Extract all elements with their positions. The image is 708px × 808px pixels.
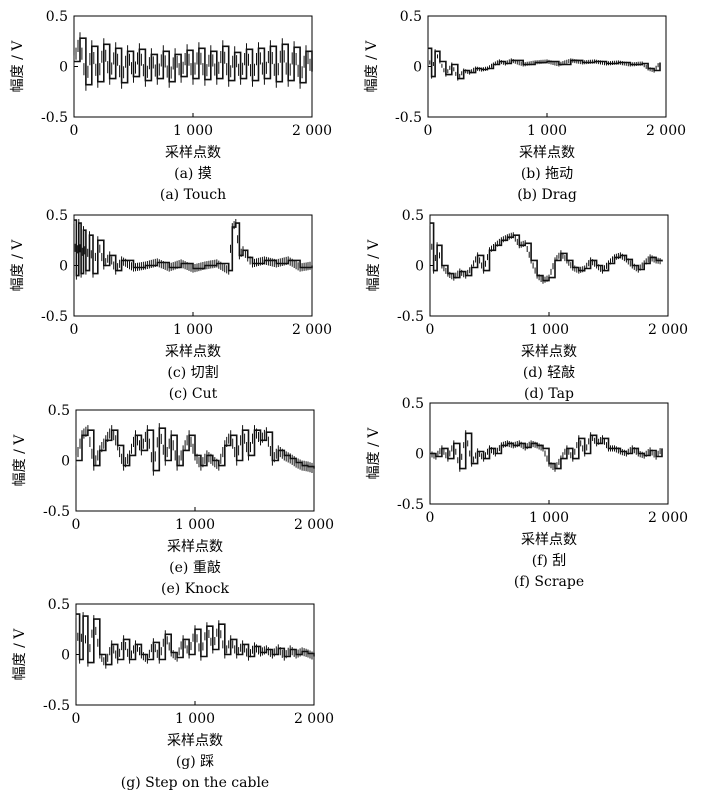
x-axis-label: 采样点数 (519, 145, 575, 161)
y-tick-label: 0.5 (402, 208, 424, 224)
x-tick-label: 0 (72, 711, 81, 727)
x-tick-label: 2 000 (292, 322, 332, 338)
y-axis-label: 幅度 / V (10, 239, 26, 292)
signal-band (429, 430, 661, 472)
x-tick-label: 1 000 (175, 711, 215, 727)
signal-trace (76, 613, 315, 666)
x-tick-label: 2 000 (292, 123, 332, 139)
x-tick-label: 2 000 (648, 510, 688, 526)
y-axis-label: 幅度 / V (10, 40, 26, 93)
y-tick-label: 0 (61, 454, 70, 470)
x-axis-label: 采样点数 (165, 145, 221, 161)
signal-band (427, 46, 659, 81)
caption-cn: (c) 切割 (167, 364, 218, 381)
signal-band (429, 220, 661, 284)
y-tick-label: -0.5 (395, 110, 422, 126)
x-axis-label: 采样点数 (521, 344, 577, 360)
y-tick-label: 0 (413, 60, 422, 76)
x-axis-label: 采样点数 (165, 344, 221, 360)
x-tick-label: 0 (70, 123, 79, 139)
y-tick-label: 0.5 (48, 597, 70, 613)
y-axis-label: 幅度 / V (12, 434, 28, 487)
y-tick-label: 0 (59, 60, 68, 76)
x-tick-label: 0 (72, 517, 81, 533)
y-tick-label: -0.5 (397, 309, 424, 325)
y-tick-label: 0 (415, 447, 424, 463)
signal-band (73, 32, 311, 91)
y-tick-label: -0.5 (43, 698, 70, 714)
x-tick-label: 2 000 (648, 322, 688, 338)
x-tick-label: 2 000 (294, 711, 334, 727)
x-tick-label: 0 (424, 123, 433, 139)
x-tick-label: 2 000 (294, 517, 334, 533)
y-tick-label: 0 (415, 259, 424, 275)
caption-cn: (g) 踩 (176, 754, 214, 770)
y-tick-label: -0.5 (41, 110, 68, 126)
y-tick-label: -0.5 (43, 504, 70, 520)
signal-band (73, 216, 311, 280)
y-tick-label: 0.5 (46, 9, 68, 25)
x-tick-label: 1 000 (527, 123, 567, 139)
signal-trace (430, 432, 663, 470)
y-axis-label: 幅度 / V (364, 40, 380, 93)
x-tick-label: 2 000 (646, 123, 686, 139)
y-tick-label: -0.5 (397, 497, 424, 513)
caption-en: (e) Knock (161, 581, 229, 597)
y-tick-label: 0 (59, 259, 68, 275)
y-tick-label: 0.5 (400, 9, 422, 25)
x-tick-label: 1 000 (529, 510, 569, 526)
y-tick-label: 0.5 (46, 208, 68, 224)
x-tick-label: 0 (70, 322, 79, 338)
signal-trace (428, 47, 661, 80)
x-tick-label: 1 000 (529, 322, 569, 338)
caption-cn: (b) 拖动 (521, 166, 573, 182)
signal-trace (430, 222, 663, 282)
caption-en: (g) Step on the cable (121, 775, 269, 791)
caption-en: (b) Drag (517, 187, 577, 203)
x-tick-label: 0 (426, 510, 435, 526)
signal-band (75, 610, 313, 669)
y-tick-label: 0.5 (48, 403, 70, 419)
y-tick-label: 0 (61, 648, 70, 664)
caption-en: (a) Touch (160, 187, 226, 203)
x-tick-label: 0 (426, 322, 435, 338)
y-tick-label: 0.5 (402, 396, 424, 412)
caption-en: (f) Scrape (514, 574, 584, 590)
y-axis-label: 幅度 / V (12, 628, 28, 681)
caption-cn: (a) 摸 (174, 166, 212, 182)
signal-band (75, 423, 313, 476)
caption-cn: (d) 轻敲 (523, 364, 575, 381)
x-axis-label: 采样点数 (521, 532, 577, 548)
caption-cn: (e) 重敲 (169, 559, 221, 576)
x-tick-label: 1 000 (175, 517, 215, 533)
x-tick-label: 1 000 (173, 123, 213, 139)
y-axis-label: 幅度 / V (366, 239, 382, 292)
y-axis-label: 幅度 / V (366, 427, 382, 480)
x-tick-label: 1 000 (173, 322, 213, 338)
caption-cn: (f) 刮 (532, 553, 567, 569)
y-tick-label: -0.5 (41, 309, 68, 325)
caption-en: (c) Cut (169, 386, 218, 402)
x-axis-label: 采样点数 (167, 733, 223, 749)
x-axis-label: 采样点数 (167, 539, 223, 555)
caption-en: (d) Tap (524, 386, 574, 402)
